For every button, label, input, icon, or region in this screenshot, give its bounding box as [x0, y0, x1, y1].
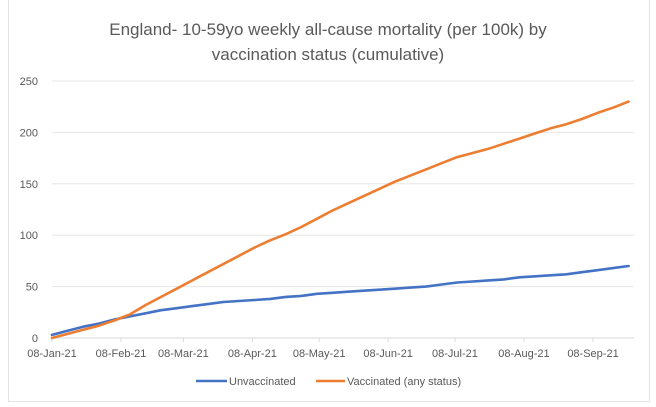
y-tick-label: 100 — [20, 230, 38, 242]
x-tick-label: 08-May-21 — [293, 348, 346, 360]
x-tick-label: 08-Sep-21 — [567, 348, 618, 360]
legend-item: Vaccinated (any status) — [316, 376, 461, 388]
y-tick-label: 0 — [32, 333, 38, 345]
y-tick-label: 200 — [20, 127, 38, 139]
x-tick-label: 08-Feb-21 — [96, 348, 147, 360]
legend-label: Unvaccinated — [229, 376, 296, 388]
series-line-vaccinated — [50, 100, 630, 340]
chart-title-line-2: vaccination status (cumulative) — [212, 45, 444, 64]
x-tick-label: 08-Jan-21 — [27, 348, 77, 360]
x-tick-label: 08-Mar-21 — [158, 348, 209, 360]
legend-item: Unvaccinated — [196, 376, 296, 388]
legend-label: Vaccinated (any status) — [347, 376, 461, 388]
series-line-unvaccinated — [50, 264, 630, 337]
chart-title-line-1: England- 10-59yo weekly all-cause mortal… — [109, 20, 547, 39]
y-tick-label: 50 — [26, 282, 38, 294]
x-tick-label: 08-Aug-21 — [498, 348, 549, 360]
x-tick-label: 08-Jul-21 — [432, 348, 478, 360]
chart-card — [8, 0, 650, 402]
x-tick-label: 08-Jun-21 — [363, 348, 413, 360]
x-tick-label: 08-Apr-21 — [228, 348, 277, 360]
y-tick-label: 250 — [20, 76, 38, 88]
y-tick-label: 150 — [20, 179, 38, 191]
